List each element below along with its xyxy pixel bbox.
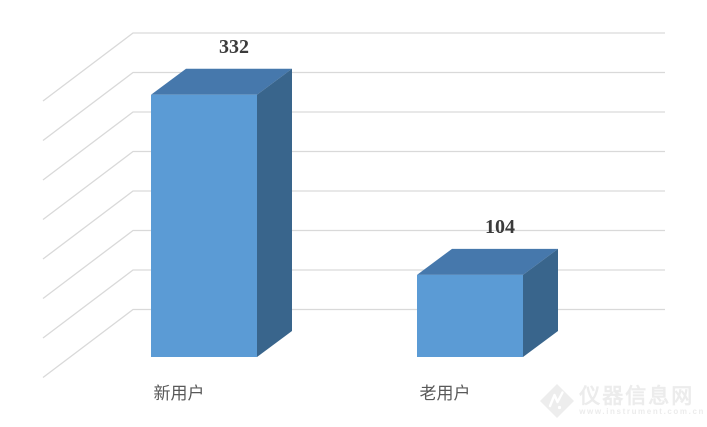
bar-front-face xyxy=(151,94,257,357)
watermark-site-name: 仪器信息网 xyxy=(579,384,695,408)
bar-side-face xyxy=(257,68,292,357)
watermark-site-url: www.instrument.com.cn xyxy=(579,406,705,416)
bar-old-users xyxy=(417,248,558,357)
bar-side-face xyxy=(523,248,558,357)
category-label-new-users: 新用户 xyxy=(153,384,205,403)
watermark-text: 仪器信息网 www.instrument.com.cn xyxy=(579,384,705,417)
watermark: 仪器信息网 www.instrument.com.cn xyxy=(539,383,705,419)
bar-new-users xyxy=(151,68,292,357)
bar-front-face xyxy=(417,274,523,357)
value-label-new-users: 332 xyxy=(219,35,249,58)
category-label-old-users: 老用户 xyxy=(419,384,471,403)
bar-top-face xyxy=(417,248,558,275)
gridline-path xyxy=(42,32,665,379)
bar-top-face xyxy=(151,68,292,95)
watermark-diamond-logo-icon xyxy=(540,384,575,418)
value-label-old-users: 104 xyxy=(485,215,515,238)
